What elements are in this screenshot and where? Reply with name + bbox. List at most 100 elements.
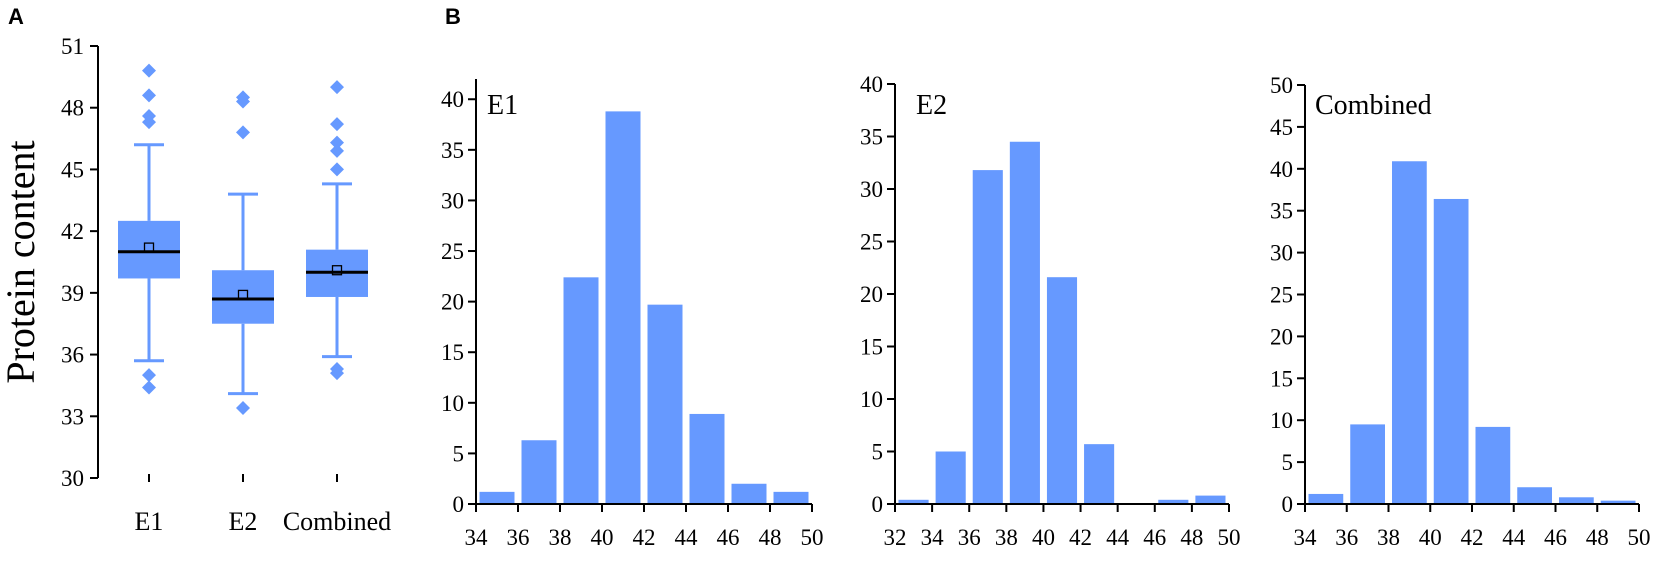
y-tick-label: 36 <box>61 343 84 368</box>
y-tick-label: 42 <box>61 219 84 244</box>
histogram-bar <box>1433 198 1469 504</box>
histogram-bar <box>1600 500 1636 504</box>
histogram-bar <box>563 277 599 504</box>
y-tick-label: 15 <box>441 340 464 365</box>
x-tick-label: 40 <box>1032 525 1055 550</box>
box-e2 <box>212 90 274 416</box>
histogram-bar <box>479 491 515 504</box>
histogram-bar <box>731 483 767 504</box>
x-tick-label: 42 <box>1069 525 1092 550</box>
y-tick-label: 50 <box>1270 73 1293 98</box>
x-tick-label: 50 <box>801 525 824 550</box>
box-iqr <box>118 220 180 279</box>
x-tick-label: 42 <box>633 525 656 550</box>
x-tick-label: 38 <box>995 525 1018 550</box>
histogram-bar <box>1158 499 1189 504</box>
x-category-label: E2 <box>229 507 258 536</box>
histogram-bar <box>1046 277 1078 504</box>
y-tick-label: 5 <box>872 440 884 465</box>
outlier-point <box>142 115 156 130</box>
x-tick-label: 44 <box>1502 525 1526 550</box>
histogram-bar <box>898 499 929 504</box>
histogram-bar <box>773 491 809 504</box>
outlier-point <box>330 117 344 132</box>
box-iqr <box>212 270 274 324</box>
histogram-title: E2 <box>916 90 947 121</box>
x-tick-label: 38 <box>549 525 572 550</box>
outlier-point <box>142 380 156 395</box>
mean-marker <box>143 242 155 253</box>
x-tick-label: 34 <box>465 525 489 550</box>
outlier-point <box>330 143 344 158</box>
x-tick-label: 46 <box>717 525 740 550</box>
y-tick-label: 25 <box>441 239 464 264</box>
y-tick-label: 35 <box>441 138 464 163</box>
histogram-e2: 0 5 10 15 20 25 30 35 40 32 34 36 38 40 42 44 46 48 50 E2 <box>860 72 1241 550</box>
histogram-bar <box>935 451 966 504</box>
histogram-bar <box>1308 493 1344 504</box>
x-tick-label: 38 <box>1377 525 1400 550</box>
outlier-point <box>330 80 344 95</box>
y-tick-label: 45 <box>1270 115 1293 140</box>
y-tick-label: 35 <box>1270 199 1293 224</box>
box-e1 <box>118 63 180 395</box>
histogram-bar <box>1517 487 1552 504</box>
x-tick-label: 48 <box>1180 525 1203 550</box>
x-tick-label: 36 <box>958 525 981 550</box>
histogram-bar <box>1392 161 1427 504</box>
outlier-point <box>330 162 344 177</box>
x-tick-label: 36 <box>507 525 530 550</box>
y-axis-label: Protein content <box>0 140 43 383</box>
outlier-point <box>142 88 156 103</box>
y-tick-label: 5 <box>453 441 465 466</box>
y-tick-label: 48 <box>61 96 84 121</box>
y-tick-label: 39 <box>61 281 84 306</box>
y-tick-label: 20 <box>860 282 883 307</box>
y-tick-label: 0 <box>872 492 884 517</box>
panel-label-b: B <box>445 4 461 29</box>
box-combined <box>306 80 368 381</box>
y-tick-label: 33 <box>61 404 84 429</box>
x-tick-label: 48 <box>1586 525 1609 550</box>
y-tick-label: 10 <box>860 387 883 412</box>
y-tick-label: 15 <box>860 335 883 360</box>
histogram-bar <box>521 440 557 504</box>
outlier-point <box>330 366 344 381</box>
x-tick-label: 42 <box>1461 525 1484 550</box>
y-tick-label: 15 <box>1270 366 1293 391</box>
histogram-bar <box>689 413 725 504</box>
histogram-bar <box>605 111 641 504</box>
mean-marker <box>331 265 343 276</box>
outlier-point <box>142 63 156 78</box>
y-tick-label: 5 <box>1282 450 1294 475</box>
outlier-point <box>142 368 156 383</box>
y-tick-label: 25 <box>860 230 883 255</box>
x-tick-label: 32 <box>884 525 907 550</box>
x-category-label: Combined <box>283 507 391 536</box>
histogram-bar <box>1475 426 1511 504</box>
histogram-bar <box>1084 444 1115 504</box>
x-tick-label: 50 <box>1628 525 1651 550</box>
y-tick-label: 45 <box>61 157 84 182</box>
x-tick-label: 36 <box>1335 525 1358 550</box>
x-category-label: E1 <box>135 507 164 536</box>
y-tick-label: 40 <box>441 87 464 112</box>
y-tick-label: 30 <box>1270 241 1293 266</box>
x-tick-label: 34 <box>921 525 945 550</box>
histogram-bar <box>1559 497 1594 504</box>
histogram-title: E1 <box>487 90 518 121</box>
y-tick-label: 0 <box>453 492 465 517</box>
y-tick-label: 30 <box>860 177 883 202</box>
y-tick-label: 20 <box>1270 324 1293 349</box>
histogram-bar <box>1350 424 1385 504</box>
y-tick-label: 40 <box>1270 157 1293 182</box>
x-tick-label: 40 <box>1419 525 1442 550</box>
panel-label-a: A <box>8 4 24 29</box>
histogram-bar <box>972 170 1003 504</box>
mean-marker <box>237 289 249 301</box>
outlier-point <box>236 401 250 416</box>
x-tick-label: 40 <box>591 525 614 550</box>
boxplot-chart: Protein content 30 33 36 39 42 45 48 51 E1 E2 Comb… <box>0 34 391 536</box>
histogram-title: Combined <box>1315 90 1432 121</box>
x-tick-label: 46 <box>1143 525 1166 550</box>
